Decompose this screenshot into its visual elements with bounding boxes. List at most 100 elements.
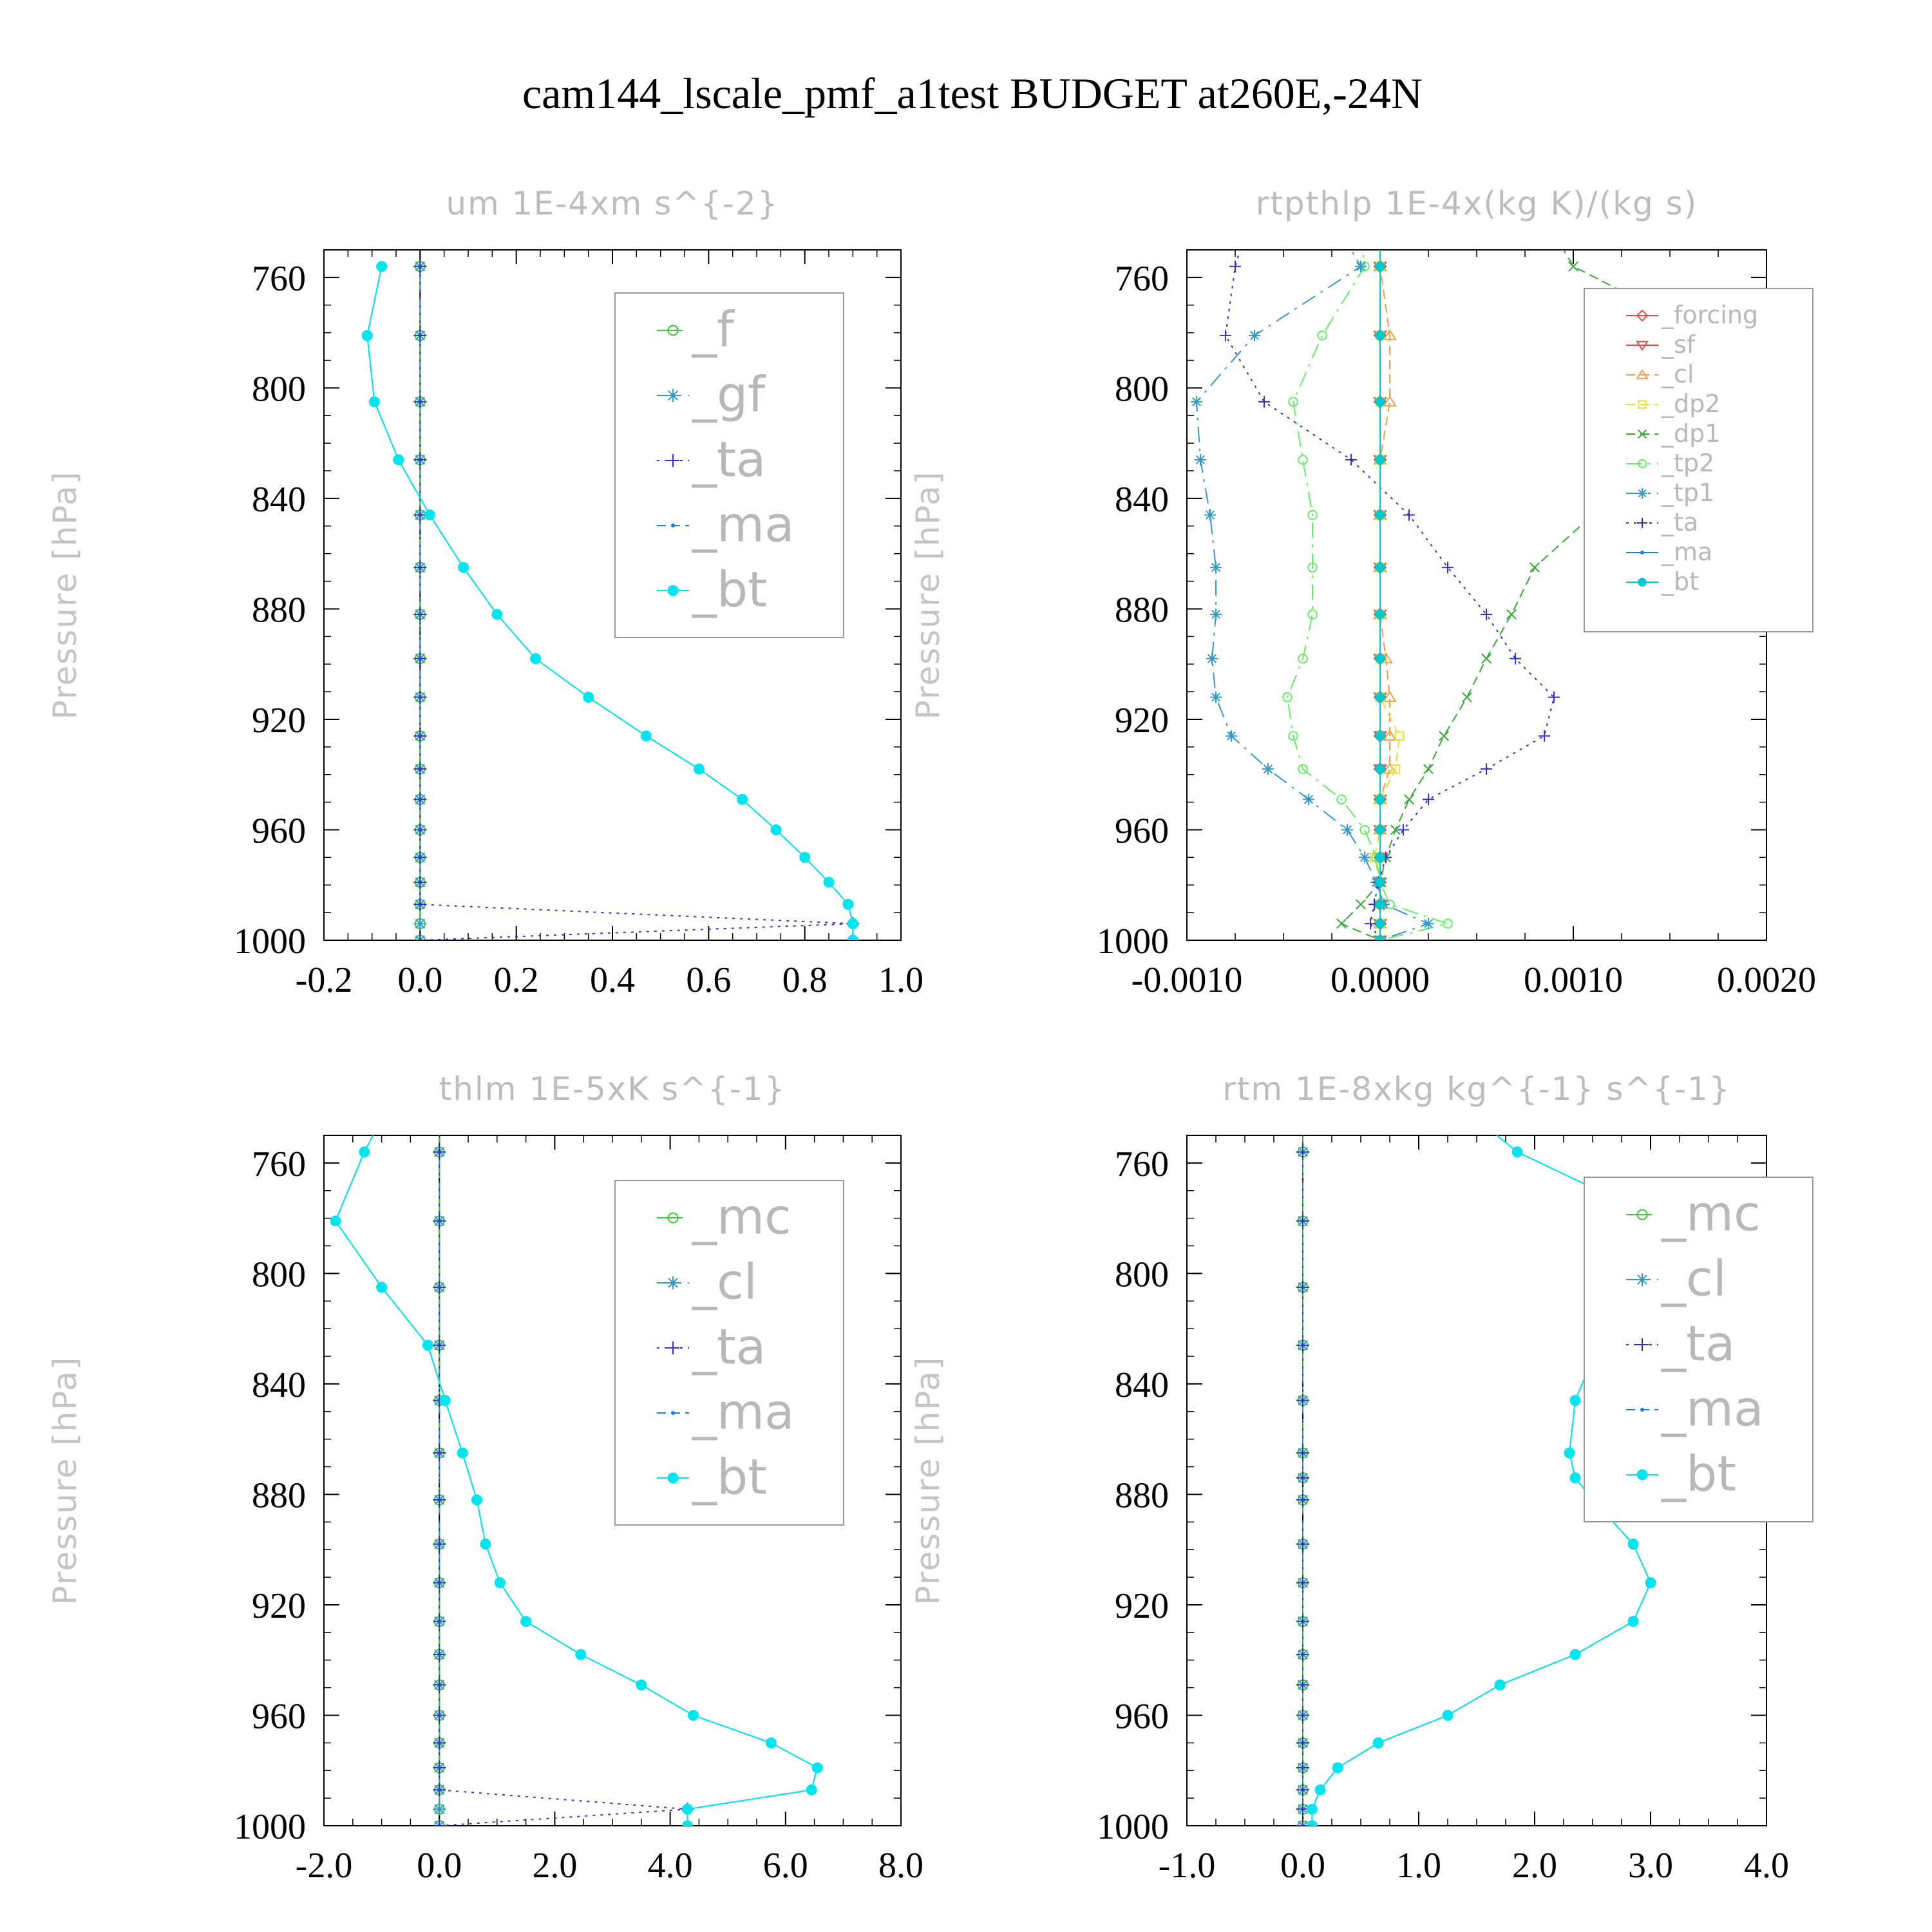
marker-plus: [1296, 1338, 1309, 1352]
marker-plus: [1296, 1615, 1309, 1628]
panel-4: rtm 1E-8xkg kg^{-1} s^{-1} Pressure [hPa]…: [909, 1070, 1814, 1886]
marker-filled-circle: [1569, 1472, 1581, 1484]
legend-entry: _dp1: [1661, 419, 1720, 448]
marker-triangle-up: [1374, 228, 1386, 237]
x-tick-label: 4.0: [1744, 1846, 1789, 1886]
marker-filled-circle: [422, 1340, 433, 1351]
marker-filled-circle: [1375, 653, 1385, 664]
marker-asterisk: [1206, 652, 1218, 665]
marker-filled-circle: [799, 851, 811, 863]
x-tick-label: 0.2: [494, 960, 539, 1000]
marker-asterisk: [1210, 691, 1222, 703]
marker-plus: [413, 690, 427, 704]
y-tick-label: 760: [1115, 1144, 1169, 1184]
marker-asterisk: [1195, 453, 1206, 466]
marker-filled-circle: [1372, 1737, 1384, 1748]
marker-filled-circle: [1375, 794, 1385, 804]
marker-plus: [433, 1761, 446, 1774]
marker-asterisk: [1249, 329, 1260, 341]
marker-asterisk: [1637, 488, 1647, 498]
marker-plus: [1296, 1761, 1309, 1774]
marker-filled-circle: [667, 585, 679, 596]
x-tick-label: 0.6: [686, 960, 731, 1000]
marker-plus: [413, 729, 427, 743]
marker-asterisk: [1296, 1112, 1309, 1125]
marker-plus: [413, 823, 427, 837]
x-tick-label: 0.0: [417, 1846, 462, 1886]
marker-plus: [1296, 1678, 1309, 1692]
marker-square: [1638, 400, 1647, 409]
y-tick-label: 1000: [234, 1807, 306, 1847]
marker-filled-circle: [1375, 731, 1385, 741]
legend-entry: _ta: [1661, 1314, 1735, 1372]
marker-asterisk: [1210, 609, 1222, 621]
y-tick-label: 1000: [234, 922, 306, 961]
marker-plus: [1481, 609, 1492, 621]
marker-plus: [1296, 1112, 1309, 1125]
marker-x: [1481, 653, 1492, 664]
y-tick-label: 840: [252, 1365, 306, 1405]
marker-plus: [1296, 1576, 1309, 1589]
marker-filled-circle: [1375, 877, 1385, 887]
x-tick-label: 0.0: [397, 960, 442, 1000]
marker-circle: [1298, 764, 1308, 774]
marker-filled-circle: [640, 730, 652, 742]
legend-entry: _cl: [1661, 360, 1694, 388]
x-tick-label: 4.0: [648, 1846, 693, 1886]
legend: _mc _cl _ta _ma _bt: [614, 1180, 844, 1526]
marker-filled-circle: [806, 1784, 817, 1795]
x-tick-label: -0.0010: [1132, 960, 1243, 1000]
marker-filled-circle: [1306, 1803, 1318, 1815]
marker-filled-circle: [1375, 330, 1385, 341]
marker-filled-circle: [1636, 1469, 1648, 1481]
marker-plus: [433, 1576, 446, 1589]
y-tick-label: 920: [1115, 701, 1169, 741]
panel-title: um 1E-4xm s^{-2}: [446, 185, 779, 222]
series-layer: [1296, 1112, 1674, 1826]
marker-dot: [671, 524, 675, 527]
marker-plus: [1220, 329, 1231, 341]
marker-filled-circle: [1627, 1616, 1639, 1627]
marker-filled-circle: [1375, 692, 1385, 703]
marker-x: [1530, 562, 1540, 573]
marker-plus: [1510, 652, 1521, 665]
marker-x: [1390, 824, 1401, 835]
marker-asterisk: [433, 1112, 446, 1125]
legend-entry: _ta: [692, 1318, 766, 1375]
marker-asterisk: [1359, 851, 1370, 864]
legend: _f _gf _ta _ma _bt: [614, 292, 844, 638]
marker-filled-circle: [823, 876, 835, 888]
marker-filled-circle: [1511, 1146, 1523, 1158]
marker-triangle-up: [1383, 328, 1397, 341]
marker-plus: [1296, 1145, 1309, 1159]
marker-plus: [413, 608, 427, 621]
legend-entry: _dp2: [1661, 390, 1720, 418]
marker-plus: [413, 934, 427, 940]
legend-entry: _cl: [1661, 1249, 1727, 1307]
marker-circle: [1336, 794, 1347, 805]
x-tick-label: 0.0010: [1524, 960, 1623, 1000]
marker-plus: [433, 1493, 446, 1507]
marker-plus: [433, 1537, 446, 1551]
marker-plus: [1296, 1648, 1309, 1662]
marker-plus: [433, 1145, 446, 1159]
marker-plus: [1397, 824, 1409, 836]
x-tick-label: 2.0: [1512, 1846, 1557, 1886]
marker-plus: [1296, 1819, 1309, 1826]
legend-entry: _mc: [1661, 1184, 1761, 1242]
marker-filled-circle: [1375, 852, 1385, 863]
marker-triangle-up: [1636, 368, 1649, 379]
series-layer: [361, 260, 860, 940]
marker-circle: [667, 325, 679, 336]
x-tick-label: 2.0: [532, 1846, 577, 1886]
marker-x: [1439, 730, 1449, 741]
y-tick-label: 800: [1115, 1255, 1169, 1294]
marker-plus: [433, 1280, 446, 1294]
x-tick-label: 0.0000: [1331, 960, 1430, 1000]
marker-plus: [1539, 730, 1550, 742]
marker-asterisk: [667, 1276, 679, 1289]
marker-asterisk: [1341, 824, 1353, 836]
marker-filled-circle: [687, 1709, 699, 1721]
marker-diamond: [1374, 227, 1386, 239]
